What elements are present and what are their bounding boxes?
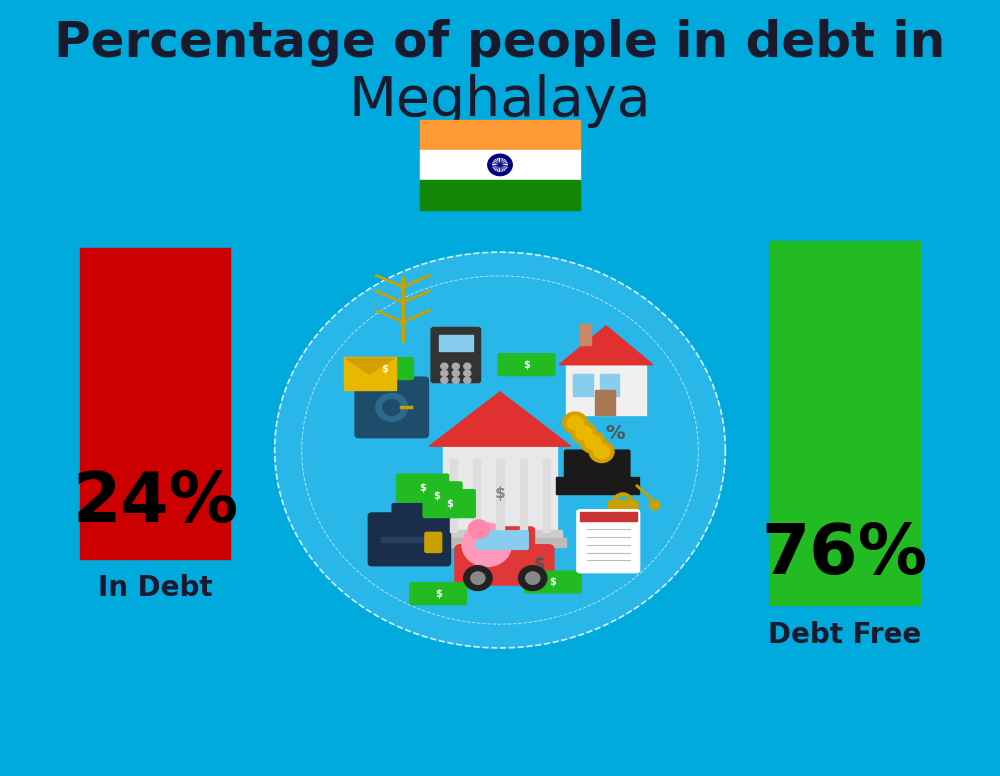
Circle shape — [649, 501, 660, 510]
FancyBboxPatch shape — [392, 504, 427, 519]
Text: $: $ — [523, 360, 530, 369]
FancyBboxPatch shape — [503, 531, 528, 549]
Circle shape — [585, 435, 601, 449]
Text: $: $ — [550, 577, 556, 587]
Polygon shape — [429, 392, 571, 446]
Bar — [595, 390, 615, 415]
FancyBboxPatch shape — [476, 531, 502, 549]
Circle shape — [519, 566, 547, 591]
Bar — [770, 241, 920, 605]
FancyBboxPatch shape — [577, 510, 640, 573]
Bar — [580, 324, 591, 345]
FancyBboxPatch shape — [525, 571, 581, 593]
Circle shape — [471, 572, 485, 584]
FancyBboxPatch shape — [423, 490, 475, 518]
FancyBboxPatch shape — [368, 513, 451, 566]
Text: $: $ — [495, 486, 505, 501]
Circle shape — [576, 426, 592, 440]
Circle shape — [275, 252, 725, 648]
Circle shape — [563, 412, 587, 434]
Bar — [443, 446, 557, 532]
Circle shape — [441, 363, 448, 369]
FancyBboxPatch shape — [357, 358, 413, 379]
Circle shape — [441, 370, 448, 376]
Circle shape — [464, 370, 471, 376]
Text: In Debt: In Debt — [98, 574, 213, 602]
FancyBboxPatch shape — [431, 327, 481, 383]
Bar — [434, 538, 566, 547]
Text: $: $ — [534, 556, 546, 574]
Polygon shape — [345, 359, 394, 374]
Text: Meghalaya: Meghalaya — [349, 74, 651, 128]
FancyBboxPatch shape — [425, 532, 442, 553]
FancyBboxPatch shape — [565, 450, 630, 480]
Text: 76%: 76% — [762, 521, 928, 587]
Circle shape — [580, 431, 605, 453]
Bar — [580, 512, 637, 521]
FancyBboxPatch shape — [455, 545, 554, 585]
Text: $: $ — [433, 491, 440, 501]
Circle shape — [572, 422, 596, 444]
FancyBboxPatch shape — [470, 527, 534, 555]
Bar — [438, 530, 562, 539]
Circle shape — [452, 377, 459, 383]
Bar — [543, 459, 550, 532]
Bar — [381, 537, 438, 542]
Circle shape — [464, 363, 471, 369]
Circle shape — [589, 441, 614, 462]
FancyBboxPatch shape — [556, 477, 639, 494]
Circle shape — [493, 158, 507, 171]
FancyBboxPatch shape — [355, 377, 428, 438]
Text: $: $ — [382, 364, 388, 373]
Bar — [496, 459, 504, 532]
FancyBboxPatch shape — [397, 474, 449, 502]
Bar — [420, 150, 580, 180]
FancyBboxPatch shape — [410, 482, 462, 510]
Text: $: $ — [446, 499, 453, 508]
Bar — [566, 365, 646, 415]
Text: $: $ — [435, 589, 442, 598]
Text: $: $ — [420, 483, 426, 493]
Bar — [600, 374, 619, 396]
Text: %: % — [605, 424, 625, 442]
Text: 24%: 24% — [72, 469, 238, 536]
Bar — [420, 120, 580, 150]
Circle shape — [376, 393, 408, 421]
Circle shape — [488, 154, 512, 175]
Bar — [520, 459, 527, 532]
FancyBboxPatch shape — [608, 501, 638, 524]
Bar — [439, 335, 473, 351]
Bar — [450, 459, 457, 532]
Circle shape — [441, 377, 448, 383]
Bar — [80, 248, 230, 559]
Circle shape — [462, 523, 511, 566]
FancyBboxPatch shape — [498, 354, 555, 376]
Bar — [420, 180, 580, 210]
FancyBboxPatch shape — [344, 357, 396, 390]
Bar — [573, 374, 593, 396]
FancyBboxPatch shape — [410, 583, 466, 605]
Circle shape — [526, 572, 540, 584]
Bar — [473, 459, 480, 532]
Circle shape — [452, 370, 459, 376]
Circle shape — [383, 400, 401, 415]
Circle shape — [567, 416, 583, 430]
Text: Percentage of people in debt in: Percentage of people in debt in — [54, 19, 946, 67]
Circle shape — [464, 377, 471, 383]
Circle shape — [594, 445, 610, 459]
Text: Debt Free: Debt Free — [768, 621, 921, 649]
Circle shape — [464, 566, 492, 591]
Circle shape — [452, 363, 459, 369]
Circle shape — [468, 520, 489, 539]
Polygon shape — [559, 326, 653, 365]
